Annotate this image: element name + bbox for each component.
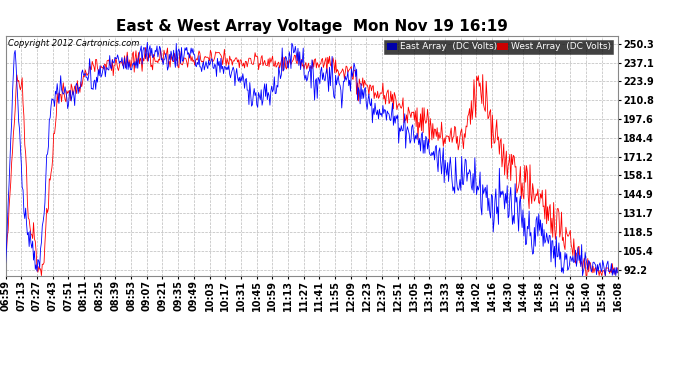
Text: Copyright 2012 Cartronics.com: Copyright 2012 Cartronics.com <box>8 39 139 48</box>
Title: East & West Array Voltage  Mon Nov 19 16:19: East & West Array Voltage Mon Nov 19 16:… <box>116 20 507 34</box>
Legend: East Array  (DC Volts), West Array  (DC Volts): East Array (DC Volts), West Array (DC Vo… <box>384 40 613 54</box>
